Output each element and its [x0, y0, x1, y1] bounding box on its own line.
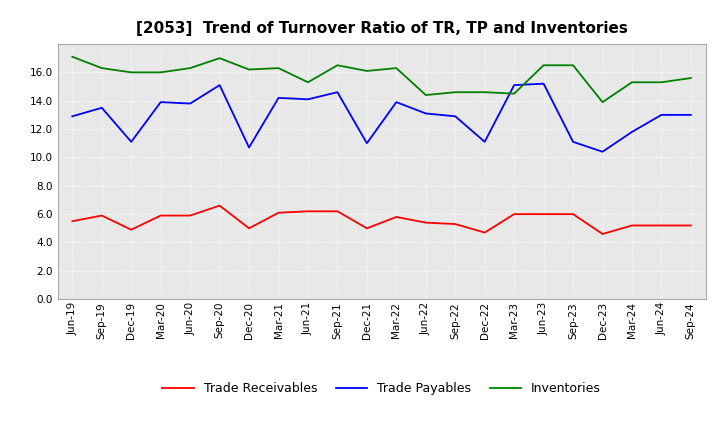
Trade Receivables	[274, 210, 283, 215]
Trade Payables	[68, 114, 76, 119]
Trade Payables	[687, 112, 696, 117]
Trade Payables	[421, 111, 430, 116]
Trade Receivables	[628, 223, 636, 228]
Trade Payables	[539, 81, 548, 86]
Trade Receivables	[569, 212, 577, 217]
Trade Receivables	[186, 213, 194, 218]
Trade Receivables	[687, 223, 696, 228]
Trade Payables	[97, 105, 106, 110]
Trade Payables	[215, 82, 224, 88]
Inventories	[539, 62, 548, 68]
Inventories	[68, 54, 76, 59]
Inventories	[245, 67, 253, 72]
Trade Receivables	[97, 213, 106, 218]
Trade Payables	[274, 95, 283, 100]
Trade Payables	[245, 145, 253, 150]
Trade Receivables	[333, 209, 342, 214]
Legend: Trade Receivables, Trade Payables, Inventories: Trade Receivables, Trade Payables, Inven…	[157, 377, 606, 400]
Line: Trade Payables: Trade Payables	[72, 84, 691, 152]
Trade Receivables	[421, 220, 430, 225]
Trade Payables	[628, 129, 636, 135]
Trade Payables	[304, 97, 312, 102]
Inventories	[480, 90, 489, 95]
Line: Trade Receivables: Trade Receivables	[72, 205, 691, 234]
Inventories	[215, 55, 224, 61]
Trade Receivables	[304, 209, 312, 214]
Inventories	[156, 70, 165, 75]
Trade Receivables	[598, 231, 607, 237]
Trade Receivables	[156, 213, 165, 218]
Trade Receivables	[480, 230, 489, 235]
Inventories	[421, 92, 430, 98]
Inventories	[510, 91, 518, 96]
Trade Payables	[156, 99, 165, 105]
Inventories	[657, 80, 666, 85]
Trade Receivables	[68, 219, 76, 224]
Trade Receivables	[127, 227, 135, 232]
Trade Receivables	[392, 214, 400, 220]
Inventories	[392, 66, 400, 71]
Trade Payables	[186, 101, 194, 106]
Trade Receivables	[510, 212, 518, 217]
Trade Payables	[657, 112, 666, 117]
Trade Payables	[392, 99, 400, 105]
Trade Receivables	[539, 212, 548, 217]
Inventories	[274, 66, 283, 71]
Inventories	[304, 80, 312, 85]
Trade Payables	[363, 141, 372, 146]
Inventories	[97, 66, 106, 71]
Inventories	[628, 80, 636, 85]
Inventories	[569, 62, 577, 68]
Trade Payables	[333, 90, 342, 95]
Trade Receivables	[215, 203, 224, 208]
Line: Inventories: Inventories	[72, 57, 691, 102]
Inventories	[598, 99, 607, 105]
Trade Receivables	[657, 223, 666, 228]
Trade Payables	[480, 139, 489, 144]
Inventories	[186, 66, 194, 71]
Trade Payables	[510, 82, 518, 88]
Inventories	[451, 90, 459, 95]
Trade Payables	[451, 114, 459, 119]
Inventories	[333, 62, 342, 68]
Trade Receivables	[451, 221, 459, 227]
Trade Receivables	[245, 226, 253, 231]
Trade Receivables	[363, 226, 372, 231]
Title: [2053]  Trend of Turnover Ratio of TR, TP and Inventories: [2053] Trend of Turnover Ratio of TR, TP…	[135, 21, 628, 36]
Inventories	[363, 68, 372, 73]
Trade Payables	[127, 139, 135, 144]
Inventories	[127, 70, 135, 75]
Trade Payables	[569, 139, 577, 144]
Inventories	[687, 75, 696, 81]
Trade Payables	[598, 149, 607, 154]
